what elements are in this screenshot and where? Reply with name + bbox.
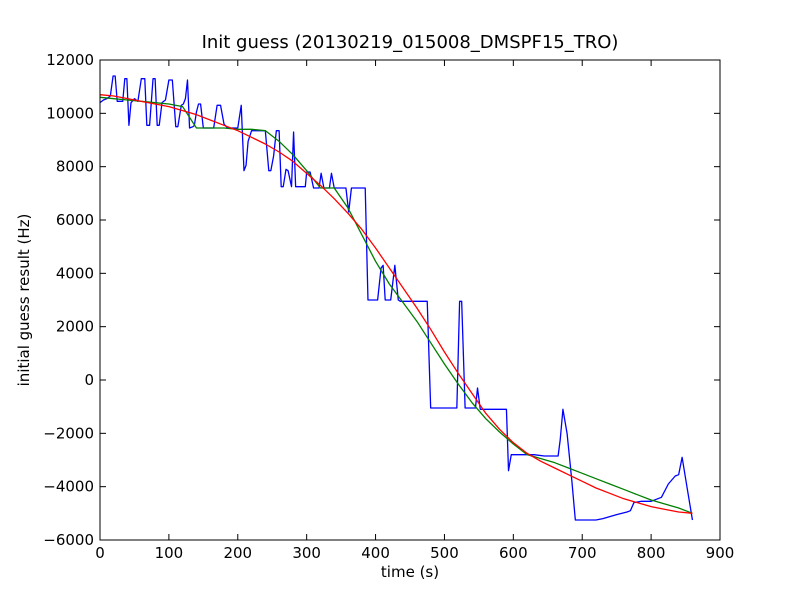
- y-tick-label: 0: [84, 371, 94, 389]
- x-tick-label: 700: [568, 544, 597, 562]
- x-tick-label: 0: [95, 544, 105, 562]
- series-layer: [100, 75, 694, 521]
- x-tick-label: 600: [499, 544, 528, 562]
- y-tick-label: 10000: [46, 104, 94, 122]
- x-tick-label: 200: [223, 544, 252, 562]
- ticks-layer: 0 100 200 300 400 500 600 700 800 900 −6000 −4000 −2…: [43, 51, 734, 562]
- y-tick-label: 4000: [56, 264, 94, 282]
- y-axis-label: initial guess result (Hz): [15, 214, 33, 387]
- y-tick-label: 6000: [56, 211, 94, 229]
- chart-title: Init guess (20130219_015008_DMSPF15_TRO): [202, 32, 619, 53]
- x-tick-label: 900: [706, 544, 735, 562]
- x-tick-label: 500: [430, 544, 459, 562]
- series-line-2: [100, 96, 693, 514]
- x-axis-label: time (s): [381, 563, 439, 581]
- y-tick-label: −4000: [43, 478, 94, 496]
- y-tick-label: −6000: [43, 531, 94, 549]
- series-line-1: [100, 75, 694, 521]
- y-tick-label: −2000: [43, 424, 94, 442]
- plot-frame: [99, 59, 721, 541]
- x-tick-label: 100: [155, 544, 184, 562]
- x-tick-label: 300: [292, 544, 321, 562]
- y-tick-label: 8000: [56, 158, 94, 176]
- x-tick-label: 400: [361, 544, 390, 562]
- y-tick-label: 12000: [46, 51, 94, 69]
- x-tick-label: 800: [637, 544, 666, 562]
- series-line-3: [100, 94, 693, 514]
- y-tick-label: 2000: [56, 318, 94, 336]
